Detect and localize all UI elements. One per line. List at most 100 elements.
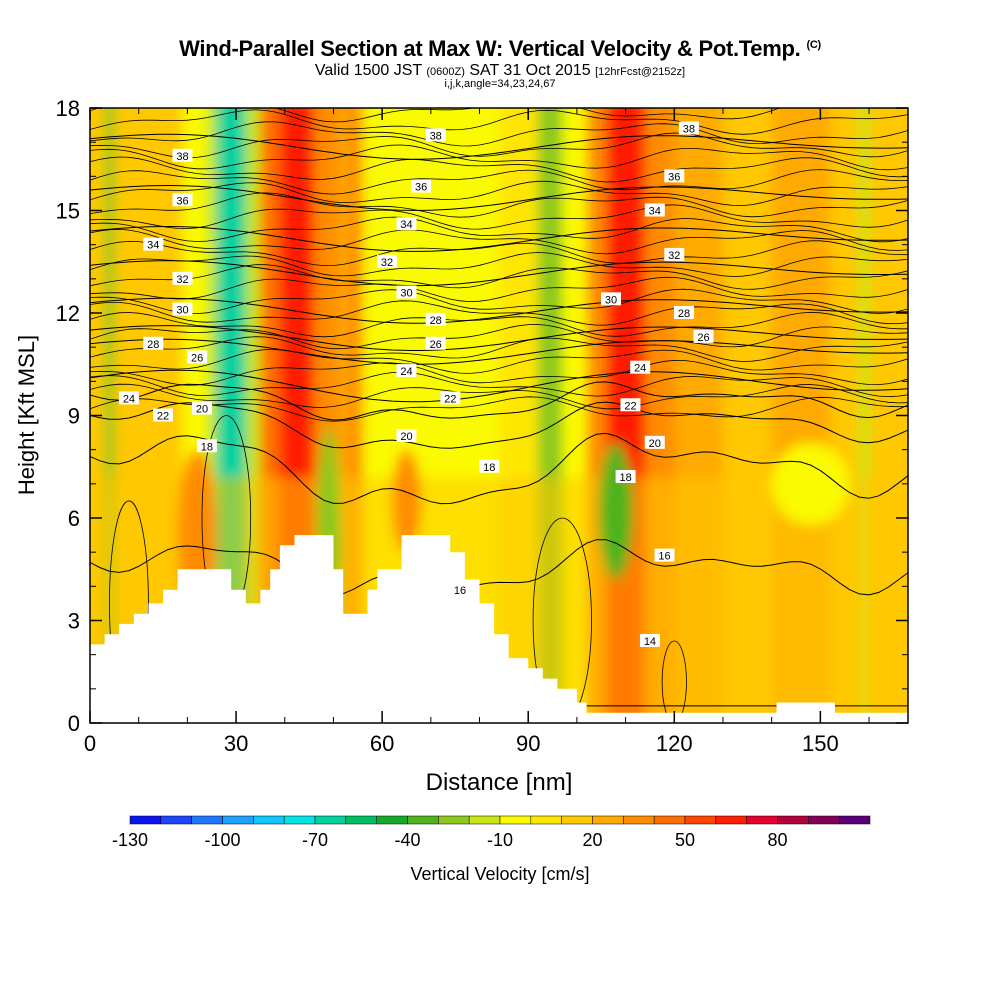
theta-contour-line (90, 349, 908, 374)
velocity-band (104, 108, 116, 723)
colorbar-tick-label: -100 (204, 830, 240, 850)
contour-label: 34 (649, 206, 661, 218)
colorbar-swatch (191, 815, 223, 825)
theta-contour-line (90, 252, 908, 277)
y-axis-label: Height [Kft MSL] (14, 335, 39, 495)
colorbar-tick-label: 80 (767, 830, 787, 850)
contour-label: 30 (400, 288, 412, 300)
velocity-band (338, 108, 350, 723)
theta-contour-line (661, 640, 687, 723)
contour-label: 36 (668, 171, 680, 183)
colorbar-swatch (129, 815, 162, 825)
theta-contour-line (90, 359, 908, 386)
contour-label: 38 (683, 124, 695, 136)
theta-contour-line (90, 144, 908, 171)
theta-contour-line (90, 288, 908, 315)
colorbar-swatch (561, 815, 593, 825)
theta-contour-line (90, 539, 908, 596)
subtitle-valid: Valid 1500 JST (314, 62, 422, 79)
colorbar-swatch (160, 815, 192, 825)
theta-contour-line (90, 338, 908, 365)
contour-label-box (674, 306, 695, 319)
contour-label: 16 (454, 585, 466, 597)
contour-label-box (143, 237, 164, 251)
contour-label: 34 (400, 219, 412, 231)
theta-contour-line (90, 371, 908, 398)
colorbar-swatch (222, 815, 254, 825)
contour-label-box (644, 203, 665, 217)
contour-label-box (654, 548, 675, 562)
x-tick-label: 60 (370, 731, 394, 756)
y-tick-label: 6 (68, 506, 80, 531)
contour-label-box (615, 470, 636, 483)
x-tick-label: 120 (656, 731, 693, 756)
contour-label: 22 (624, 400, 636, 412)
colorbar-tick-label: -40 (394, 830, 420, 850)
theta-contour-line (90, 225, 908, 252)
theta-contour-line (90, 396, 908, 422)
colorbar-swatch (530, 815, 562, 825)
theta-contour-line (90, 216, 908, 243)
theta-contour-line (90, 204, 908, 230)
y-tick-label: 3 (68, 609, 80, 634)
y-tick-label: 12 (56, 301, 80, 326)
theta-contour-line (90, 300, 908, 326)
theta-contour-line (90, 369, 908, 403)
contour-label: 18 (483, 462, 495, 474)
contour-label-box (172, 271, 193, 285)
contour-label-box (191, 401, 212, 415)
subtitle-utc: (0600Z) (426, 66, 465, 78)
contour-label-box (396, 429, 417, 442)
contour-label: 14 (644, 636, 656, 648)
theta-contour-line (90, 109, 908, 135)
theta-contour-line (90, 383, 908, 410)
colorbar-swatch (715, 815, 747, 825)
y-tick-label: 15 (56, 199, 80, 224)
contour-label-box (143, 336, 164, 350)
contour-label: 34 (147, 240, 159, 252)
contour-label-box (639, 634, 660, 647)
terrain-mask (90, 535, 908, 723)
contour-label: 26 (697, 332, 709, 344)
theta-contour-line (90, 184, 908, 211)
contour-label-box (396, 217, 417, 231)
velocity-patch (598, 442, 633, 580)
contour-label: 26 (191, 352, 203, 364)
contour-label: 28 (147, 339, 159, 351)
contour-label-box (678, 121, 699, 135)
theta-contour-line (90, 169, 908, 195)
contour-label: 26 (430, 339, 442, 351)
colorbar-swatch (684, 815, 717, 825)
contour-label-box (425, 336, 446, 350)
theta-contour-line (90, 336, 908, 362)
contour-label-box (425, 128, 446, 142)
colorbar-tick-label: 50 (675, 830, 695, 850)
contour-label: 32 (176, 274, 188, 286)
y-tick-label: 0 (68, 711, 80, 736)
colorbar-swatch (314, 815, 347, 825)
contour-label-box (664, 169, 685, 183)
x-axis-label: Distance [nm] (426, 769, 573, 796)
contour-label-box (396, 364, 417, 378)
contour-label-box (187, 350, 208, 364)
contour-label: 38 (430, 130, 442, 142)
contour-label: 24 (400, 366, 412, 378)
theta-contour-line (90, 121, 908, 147)
colorbar-swatch (438, 815, 470, 825)
contour-label-box (664, 247, 685, 261)
contour-label-box (600, 292, 621, 306)
colorbar-tick-label: 20 (582, 830, 602, 850)
chart-subtitle: Valid 1500 JST (0600Z) SAT 31 Oct 2015 [… (0, 62, 1000, 80)
contour-label-box (172, 148, 193, 162)
colorbar-swatch (376, 815, 408, 825)
contour-label: 30 (176, 305, 188, 317)
contour-label: 32 (381, 257, 393, 269)
contour-label: 36 (415, 182, 427, 194)
contour-label: 22 (444, 393, 456, 405)
contour-label: 30 (605, 294, 617, 306)
theta-contour-line (90, 240, 908, 267)
contour-label-box (425, 312, 446, 326)
colorbar-swatch (345, 815, 377, 825)
